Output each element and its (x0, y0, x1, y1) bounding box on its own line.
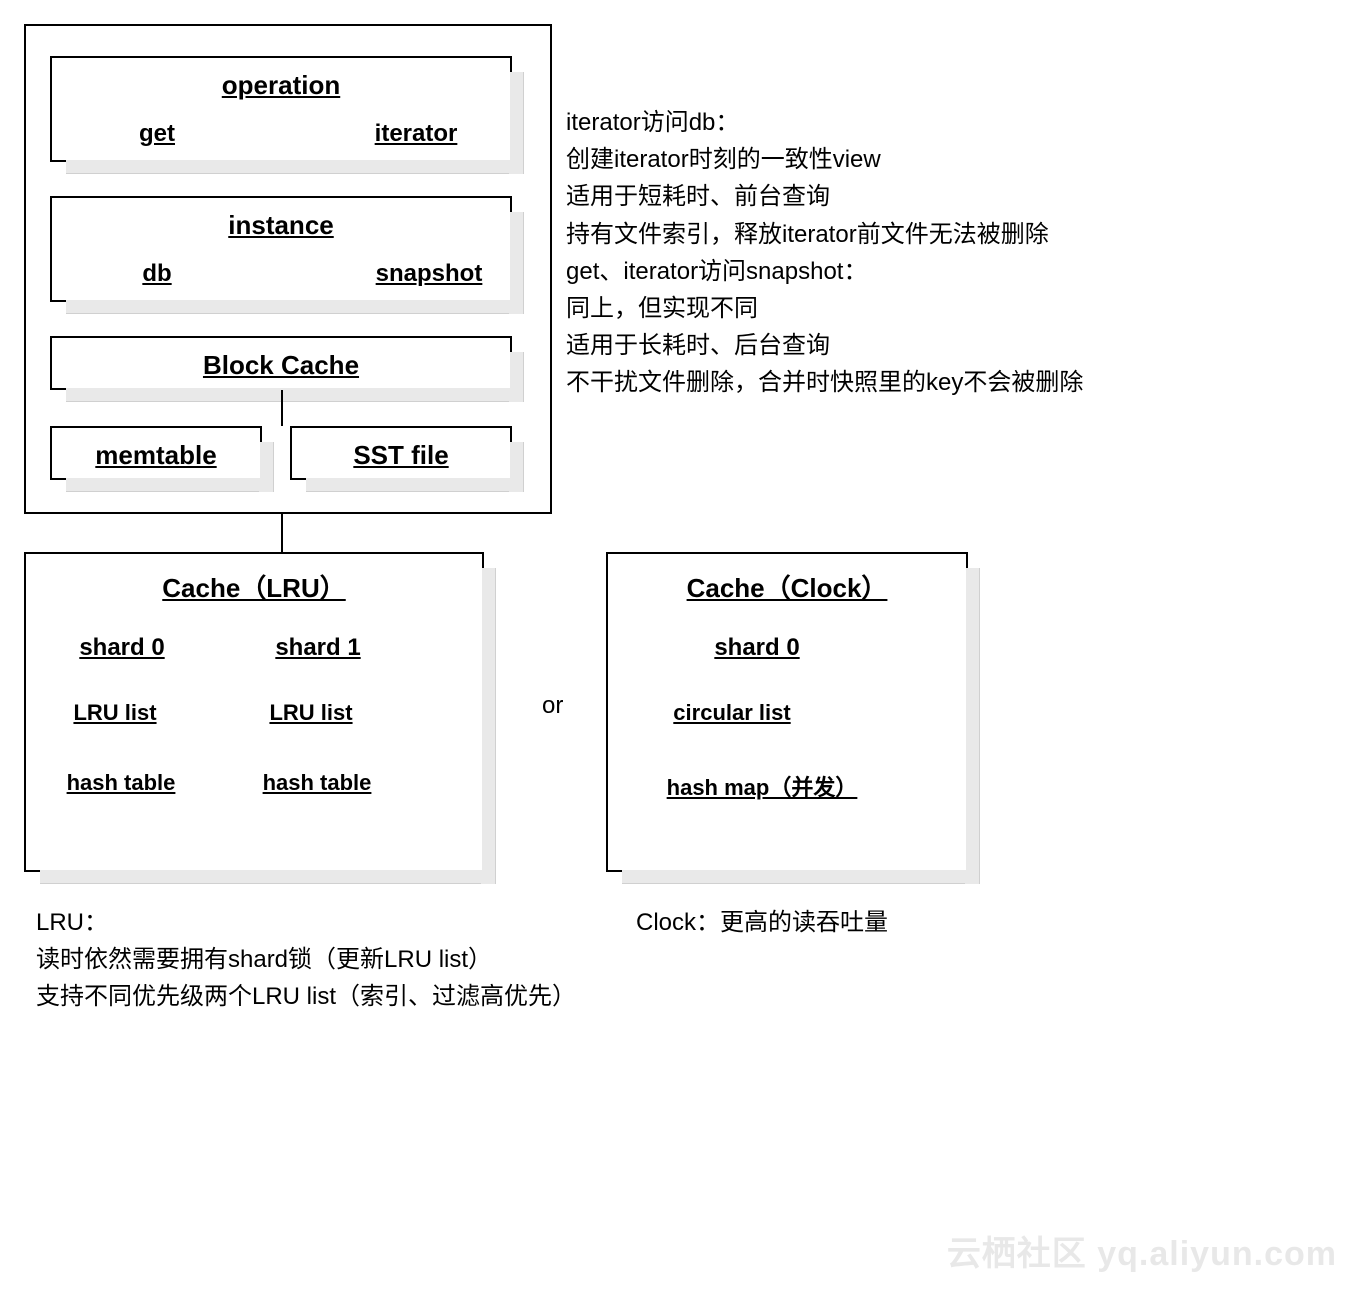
connector-bc-sst (281, 390, 283, 426)
or-label: or (542, 692, 563, 720)
lru-s1-hash-box: hash table (252, 762, 382, 802)
lru-s0-hash-label: hash table (67, 770, 176, 796)
blockcache-title: Block Cache (203, 350, 359, 381)
memtable-box: memtable (50, 426, 262, 480)
clock-hash-box: hash map（并发） (656, 762, 868, 802)
lru-shard1-box: shard 1 (238, 618, 398, 844)
get-box: get (112, 112, 202, 152)
clock-hash-label: hash map（并发） (667, 770, 858, 802)
memtable-title: memtable (95, 440, 216, 471)
connector-top-lru (281, 514, 283, 552)
get-label: get (139, 120, 175, 148)
watermark: 云栖社区 yq.aliyun.com (947, 1226, 1337, 1275)
lru-s0-list-label: LRU list (73, 700, 156, 726)
lru-title: Cache（LRU） (162, 568, 345, 605)
clock-circ-label: circular list (673, 700, 790, 726)
lru-s1-hash-label: hash table (263, 770, 372, 796)
lru-s0-hash-box: hash table (56, 762, 186, 802)
db-box: db (116, 252, 198, 292)
clock-title: Cache（Clock） (687, 568, 888, 605)
clock-note: Clock：更高的读吞吐量 (636, 904, 888, 941)
iterator-box: iterator (360, 112, 472, 152)
blockcache-box: Block Cache (50, 336, 512, 390)
lru-shard0-box: shard 0 (42, 618, 202, 844)
clock-shard0-title: shard 0 (714, 634, 799, 662)
lru-note: LRU： 读时依然需要拥有shard锁（更新LRU list） 支持不同优先级两… (36, 904, 576, 1016)
operation-title: operation (222, 70, 340, 101)
snapshot-box: snapshot (368, 252, 490, 292)
lru-s1-list-box: LRU list (252, 692, 370, 732)
lru-shard0-title: shard 0 (79, 634, 164, 662)
db-label: db (142, 260, 171, 288)
iterator-label: iterator (375, 120, 458, 148)
instance-title: instance (228, 210, 334, 241)
sstfile-title: SST file (353, 440, 448, 471)
lru-s1-list-label: LRU list (269, 700, 352, 726)
clock-shard0-box: shard 0 (628, 618, 886, 844)
lru-shard1-title: shard 1 (275, 634, 360, 662)
lru-s0-list-box: LRU list (56, 692, 174, 732)
side-note: iterator访问db： 创建iterator时刻的一致性view 适用于短耗… (566, 104, 1083, 402)
diagram-canvas: operation get iterator instance db snaps… (0, 0, 1362, 1290)
sstfile-box: SST file (290, 426, 512, 480)
snapshot-label: snapshot (376, 260, 483, 288)
clock-circ-box: circular list (656, 692, 808, 732)
